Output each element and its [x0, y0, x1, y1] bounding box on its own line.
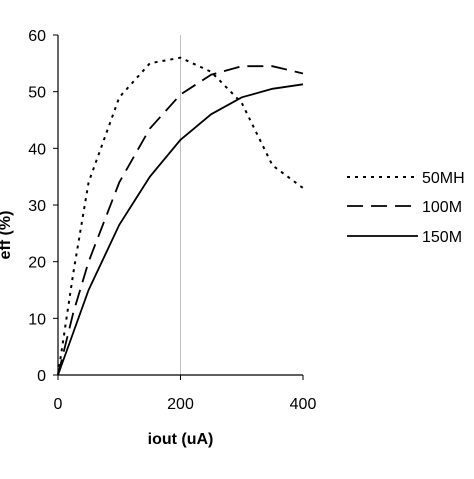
- series-layer: [57, 56, 304, 376]
- y-tick-label-5: 50: [28, 85, 46, 102]
- series-line-100m: [57, 65, 304, 376]
- y-tick-label-1: 10: [28, 311, 46, 328]
- y-axis-title: eff (%): [0, 211, 14, 260]
- series-line-50mh: [57, 56, 304, 376]
- legend: 50MH 100M 150M: [347, 170, 465, 246]
- x-tick-label-2: 400: [290, 396, 317, 413]
- y-tick-label-2: 20: [28, 255, 46, 272]
- y-tick-label-6: 60: [28, 28, 46, 45]
- y-tick-label-4: 40: [28, 141, 46, 158]
- tick-layer: 0 10 20 30 40 50 60 0 200 400: [28, 28, 316, 413]
- y-tick-label-0: 0: [37, 368, 46, 385]
- x-axis-title: iout (uA): [148, 431, 214, 448]
- series-line-150m: [57, 83, 304, 376]
- legend-label-50mh: 50MH: [422, 170, 465, 187]
- x-tick-label-0: 0: [54, 396, 63, 413]
- legend-label-150m: 150M: [422, 229, 462, 246]
- x-tick-label-1: 200: [167, 396, 194, 413]
- legend-label-100m: 100M: [422, 199, 462, 216]
- y-tick-label-3: 30: [28, 198, 46, 215]
